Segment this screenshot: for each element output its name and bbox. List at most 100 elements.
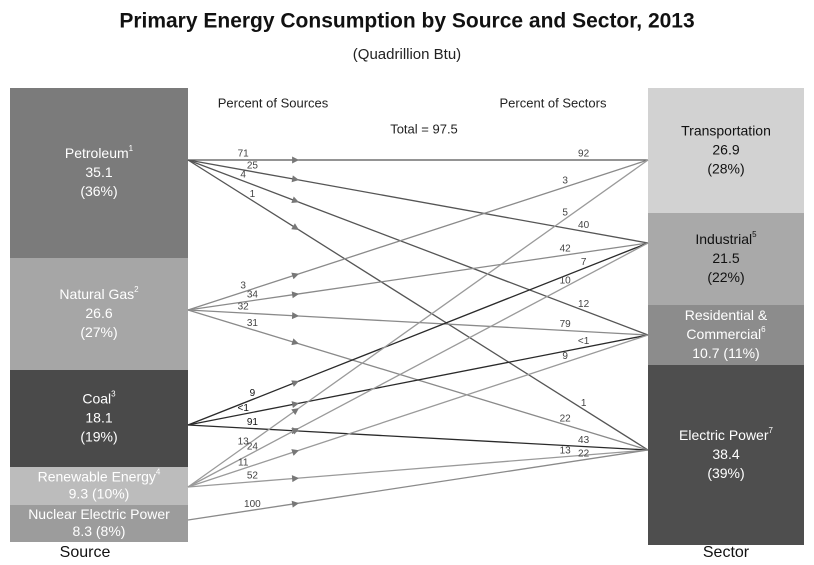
sector-pct: 40 — [578, 220, 590, 231]
source-box — [10, 505, 188, 542]
flow-line — [298, 315, 649, 336]
source-label-text: (36%) — [80, 183, 117, 199]
source-label-sup: 3 — [111, 390, 116, 399]
sector-pct: 5 — [562, 208, 568, 219]
source-pct: 34 — [247, 289, 259, 300]
flow-line — [298, 229, 649, 451]
source-pct: 3 — [240, 281, 246, 292]
source-box — [10, 467, 188, 505]
flow-line — [187, 380, 300, 426]
sector-label: Commercial6 — [686, 325, 766, 342]
source-box — [10, 370, 188, 467]
flow-line — [298, 242, 649, 430]
flow-line — [298, 430, 649, 451]
flow-line — [298, 334, 649, 452]
sector-pct: 13 — [560, 445, 572, 456]
source-pct: 71 — [238, 149, 250, 160]
sector-pct: 92 — [578, 149, 590, 160]
sector-box — [648, 88, 804, 213]
flow-line — [298, 334, 649, 405]
flow-line — [298, 242, 649, 382]
sector-pct: 22 — [578, 448, 590, 459]
footer-left: Source — [60, 544, 111, 561]
sector-label: (39%) — [707, 465, 744, 481]
source-label: 26.6 — [85, 305, 112, 321]
sector-label-text: Residential & — [685, 307, 768, 323]
source-pct: 9 — [250, 388, 256, 399]
sector-label: (22%) — [707, 269, 744, 285]
source-label: 18.1 — [85, 409, 112, 425]
flow-line — [187, 424, 300, 435]
source-label-text: Renewable Energy — [38, 468, 156, 484]
sector-pct: 9 — [562, 351, 568, 362]
source-pct: 100 — [244, 499, 261, 510]
footer-right: Sector — [703, 544, 750, 561]
source-label-text: 9.3 (10%) — [69, 485, 130, 501]
sector-pct: 79 — [560, 319, 572, 330]
source-label: 8.3 (8%) — [73, 523, 126, 539]
sector-label-sup: 6 — [761, 325, 766, 334]
sector-label-text: Commercial — [686, 326, 761, 342]
sector-box — [648, 365, 804, 545]
sector-label-text: 26.9 — [712, 141, 739, 157]
flow-line — [298, 159, 649, 410]
sector-label: 38.4 — [712, 446, 739, 462]
source-pct: 1 — [250, 189, 256, 200]
sector-pct: <1 — [578, 336, 590, 347]
sector-label-sup: 7 — [769, 426, 774, 435]
sector-pct: 7 — [581, 257, 587, 268]
source-label-text: 18.1 — [85, 409, 112, 425]
sector-label-text: Electric Power — [679, 427, 769, 443]
source-pct: 4 — [240, 170, 246, 181]
source-pct: 31 — [247, 318, 259, 329]
sector-label-text: 38.4 — [712, 446, 739, 462]
flow-line — [298, 449, 649, 479]
sector-pct: 43 — [578, 435, 590, 446]
flow-line — [187, 475, 300, 488]
source-label-text: (27%) — [80, 324, 117, 340]
flow-line — [187, 272, 300, 311]
source-label: 9.3 (10%) — [69, 485, 130, 501]
sector-pct: 10 — [560, 276, 572, 287]
source-label-sup: 4 — [156, 468, 161, 477]
source-label-text: (19%) — [80, 428, 117, 444]
subtitle: (Quadrillion Btu) — [353, 46, 461, 63]
sector-pct: 42 — [560, 244, 572, 255]
sector-label-text: (28%) — [707, 160, 744, 176]
source-label: Coal3 — [82, 390, 116, 407]
flow-line — [187, 159, 299, 231]
sector-box — [648, 213, 804, 305]
header-right: Percent of Sectors — [500, 95, 607, 110]
source-pct: 91 — [247, 417, 259, 428]
source-label-text: Nuclear Electric Power — [28, 506, 170, 522]
sector-label: Industrial5 — [695, 230, 757, 247]
sector-label-text: (22%) — [707, 269, 744, 285]
flow-line — [187, 309, 300, 346]
sector-label: Transportation — [681, 122, 771, 138]
flow-line — [187, 159, 300, 204]
source-label-sup: 2 — [134, 285, 139, 294]
source-pct: <1 — [237, 403, 249, 414]
source-label-text: Coal — [82, 390, 111, 406]
flow-line — [187, 291, 300, 311]
header-left: Percent of Sources — [218, 95, 329, 110]
source-label: (27%) — [80, 324, 117, 340]
flow-line — [298, 449, 649, 504]
flow-line — [187, 159, 300, 183]
source-label-text: Petroleum — [65, 145, 129, 161]
flow-line — [187, 407, 299, 488]
sector-label: 26.9 — [712, 141, 739, 157]
source-label: (19%) — [80, 428, 117, 444]
flow-line — [187, 401, 300, 426]
sector-label: Residential & — [685, 307, 768, 323]
sector-box — [648, 305, 804, 365]
source-label-text: 8.3 (8%) — [73, 523, 126, 539]
source-label: Petroleum1 — [65, 144, 134, 161]
flow-line — [298, 242, 649, 295]
sector-label-text: Industrial — [695, 231, 752, 247]
sector-label: (28%) — [707, 160, 744, 176]
source-pct: 32 — [238, 302, 250, 313]
source-pct: 24 — [247, 441, 259, 452]
sector-label-text: (39%) — [707, 465, 744, 481]
